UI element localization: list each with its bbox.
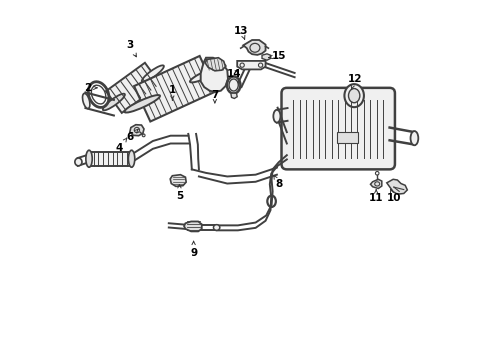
Bar	[89, 152, 132, 166]
Text: 5: 5	[176, 185, 183, 201]
Ellipse shape	[75, 158, 82, 166]
Polygon shape	[134, 56, 216, 122]
Polygon shape	[130, 125, 144, 136]
Ellipse shape	[344, 84, 364, 107]
Polygon shape	[387, 179, 407, 194]
Text: 15: 15	[269, 51, 286, 61]
Polygon shape	[201, 58, 228, 92]
Ellipse shape	[103, 94, 125, 111]
Ellipse shape	[411, 131, 418, 145]
Polygon shape	[106, 63, 161, 113]
Ellipse shape	[273, 110, 280, 122]
Text: 3: 3	[126, 40, 136, 57]
Text: 11: 11	[369, 190, 383, 203]
Text: 10: 10	[387, 190, 401, 203]
Polygon shape	[205, 58, 225, 71]
Text: 14: 14	[227, 69, 242, 79]
Text: 4: 4	[116, 138, 127, 153]
Text: 13: 13	[234, 26, 249, 39]
Ellipse shape	[82, 93, 90, 108]
Bar	[337, 132, 358, 143]
Text: 6: 6	[126, 129, 138, 143]
Text: 9: 9	[190, 241, 197, 258]
Polygon shape	[237, 61, 266, 69]
Ellipse shape	[142, 65, 164, 82]
Polygon shape	[184, 221, 202, 231]
Text: 12: 12	[347, 74, 362, 89]
Text: 2: 2	[84, 83, 97, 93]
Ellipse shape	[86, 150, 92, 167]
Ellipse shape	[128, 150, 135, 167]
Polygon shape	[231, 93, 237, 99]
FancyBboxPatch shape	[282, 88, 395, 169]
Text: 1: 1	[169, 85, 176, 100]
Polygon shape	[170, 175, 186, 186]
Polygon shape	[262, 54, 270, 60]
Ellipse shape	[348, 89, 360, 103]
Text: 8: 8	[274, 175, 282, 189]
Ellipse shape	[190, 65, 225, 82]
Ellipse shape	[214, 225, 220, 230]
Text: 7: 7	[211, 90, 219, 103]
Polygon shape	[370, 179, 382, 189]
Ellipse shape	[124, 95, 160, 113]
Polygon shape	[243, 40, 266, 55]
Ellipse shape	[229, 79, 238, 91]
